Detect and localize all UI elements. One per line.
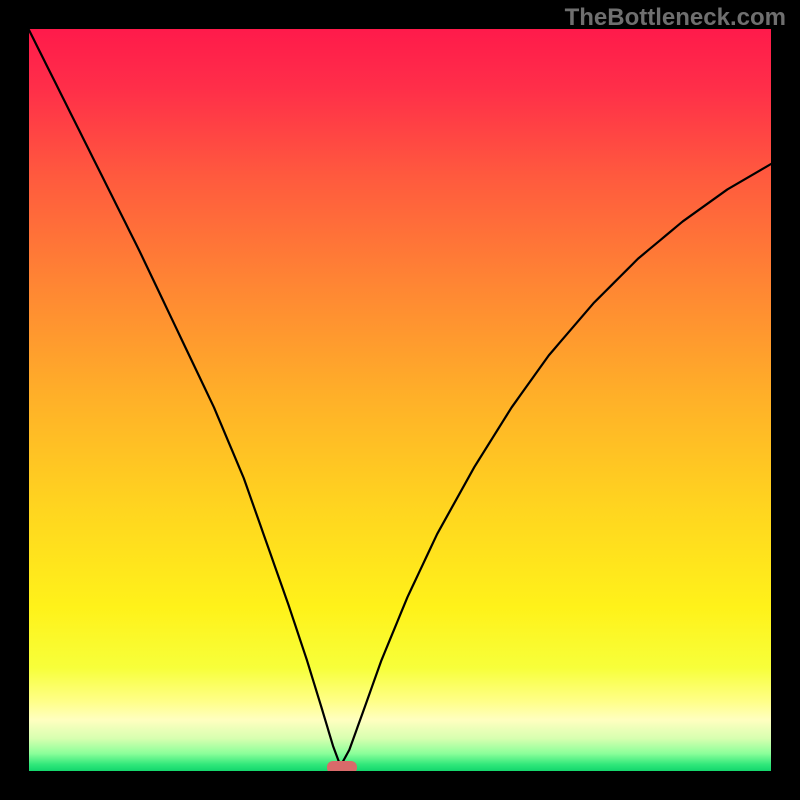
chart-frame: TheBottleneck.com [0,0,800,800]
plot-gradient-background [28,28,772,772]
watermark-text: TheBottleneck.com [565,4,786,32]
bottleneck-curve-chart [0,0,800,800]
